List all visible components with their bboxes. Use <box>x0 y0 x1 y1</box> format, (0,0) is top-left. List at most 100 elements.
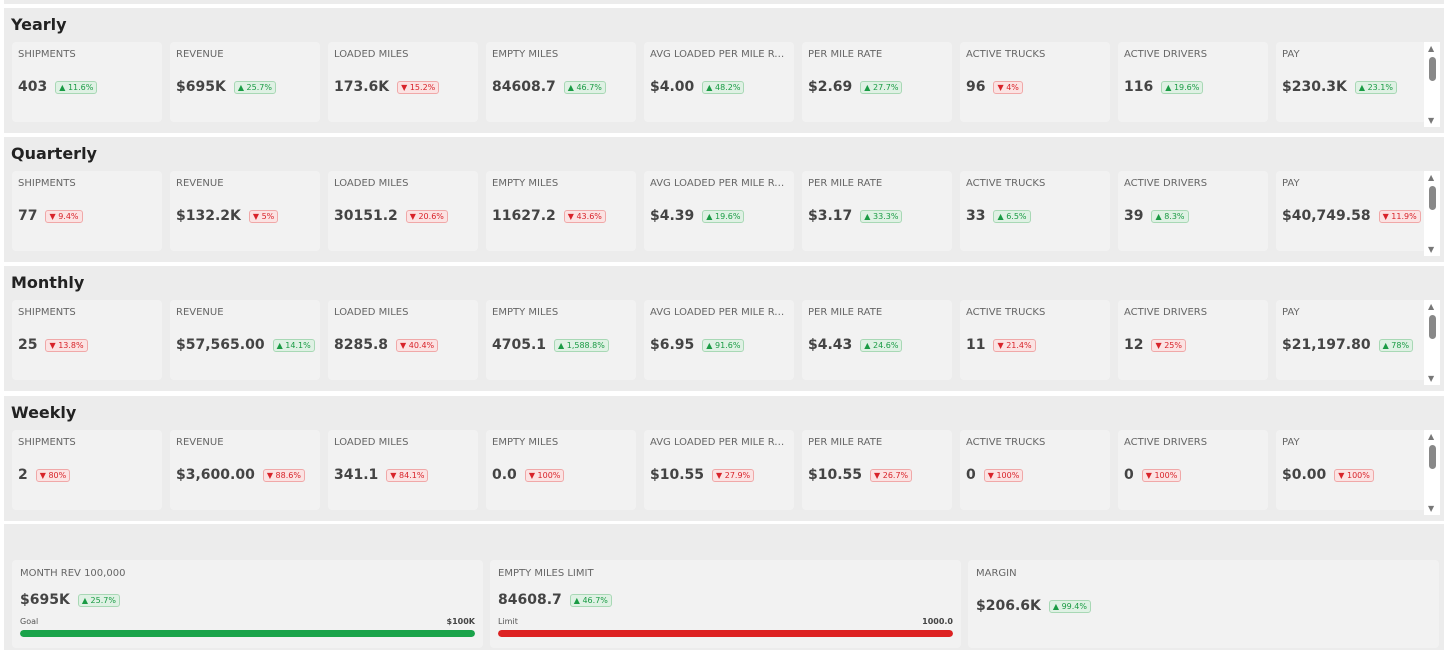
bar-target: $100K <box>446 617 475 626</box>
goal-value: 84608.7 <box>498 592 562 608</box>
metric-value: 0 <box>1124 467 1134 483</box>
change-badge: ▲ 19.6% <box>1161 80 1204 94</box>
arrow-up-icon: ▲ <box>864 340 871 350</box>
metric-label: REVENUE <box>176 307 224 318</box>
change-value: 6.5% <box>1006 211 1027 221</box>
change-value: 91.6% <box>715 340 741 350</box>
metric-card-shipments: SHIPMENTS 77 ▼ 9.4% <box>12 171 162 251</box>
change-badge: ▼ 4% <box>993 80 1023 94</box>
change-value: 84.1% <box>399 470 425 480</box>
metric-card-shipments: SHIPMENTS 25 ▼ 13.8% <box>12 300 162 380</box>
metric-value: $10.55 <box>808 467 863 483</box>
arrow-up-icon: ▲ <box>1155 211 1162 221</box>
scroll-down-icon[interactable]: ▼ <box>1428 116 1435 125</box>
arrow-up-icon: ▲ <box>706 82 713 92</box>
change-value: 14.1% <box>285 340 311 350</box>
metric-card-loaded-miles: LOADED MILES 341.1 ▼ 84.1% <box>328 430 478 510</box>
metric-value: 33 <box>966 208 986 224</box>
scroll-thumb[interactable] <box>1429 445 1436 469</box>
metric-value: $0.00 <box>1282 467 1327 483</box>
change-value: 100% <box>996 470 1020 480</box>
change-badge: ▲ 78% <box>1378 338 1414 352</box>
change-badge: ▲ 6.5% <box>993 209 1031 223</box>
change-value: 100% <box>537 470 561 480</box>
metric-card-shipments: SHIPMENTS 2 ▼ 80% <box>12 430 162 510</box>
metric-value: $4.39 <box>650 208 695 224</box>
change-badge: ▼ 100% <box>1334 468 1374 482</box>
scrollbar[interactable]: ▲ ▼ <box>1424 42 1440 127</box>
metric-label: AVG LOADED PER MILE RATE <box>650 307 790 318</box>
scroll-up-icon[interactable]: ▲ <box>1428 432 1435 441</box>
change-badge: ▼ 100% <box>983 468 1024 482</box>
arrow-down-icon: ▼ <box>997 82 1004 92</box>
scrollbar[interactable]: ▲ ▼ <box>1424 430 1440 515</box>
metric-value: 8285.8 <box>334 337 389 353</box>
scroll-thumb[interactable] <box>1429 57 1436 81</box>
goal-card-1: EMPTY MILES LIMIT 84608.7 ▲ 46.7% Limit 1… <box>490 560 961 648</box>
metric-label: EMPTY MILES <box>492 437 559 448</box>
change-value: 25.7% <box>90 595 116 605</box>
change-value: 27.9% <box>724 470 751 480</box>
metric-label: ACTIVE TRUCKS <box>966 307 1046 318</box>
bar-target: 1000.0 <box>922 617 953 626</box>
arrow-down-icon: ▼ <box>567 211 574 221</box>
change-badge: ▼ 25% <box>1151 338 1186 352</box>
section-title: Monthly <box>11 273 85 292</box>
change-badge: ▲ 11.6% <box>55 80 98 94</box>
metric-value: 39 <box>1124 208 1144 224</box>
change-value: 33.3% <box>873 211 899 221</box>
change-value: 88.6% <box>275 470 301 480</box>
arrow-up-icon: ▲ <box>59 82 66 92</box>
metric-value: 12 <box>1124 337 1144 353</box>
metric-card-pay: PAY $40,749.58 ▼ 11.9% <box>1276 171 1424 251</box>
arrow-down-icon: ▼ <box>49 211 56 221</box>
section-monthly: Monthly SHIPMENTS 25 ▼ 13.8% REVENUE $57… <box>4 266 1444 391</box>
metric-value: 2 <box>18 467 28 483</box>
metric-label: EMPTY MILES <box>492 178 559 189</box>
metric-card-avg-loaded-per-mile-rate: AVG LOADED PER MILE RATE $10.55 ▼ 27.9% <box>644 430 794 510</box>
metric-label: ACTIVE TRUCKS <box>966 437 1046 448</box>
goal-label: MONTH REV 100,000 <box>20 568 126 579</box>
scroll-up-icon[interactable]: ▲ <box>1428 44 1435 53</box>
arrow-down-icon: ▼ <box>1155 340 1162 350</box>
change-value: 5% <box>261 211 275 221</box>
metric-label: ACTIVE DRIVERS <box>1124 178 1208 189</box>
metric-value: $57,565.00 <box>176 337 265 353</box>
metric-card-avg-loaded-per-mile-rate: AVG LOADED PER MILE RATE $4.00 ▲ 48.2% <box>644 42 794 122</box>
metric-cards: SHIPMENTS 2 ▼ 80% REVENUE $3,600.00 ▼ 88… <box>12 430 1424 510</box>
metric-value: $21,197.80 <box>1282 337 1371 353</box>
change-badge: ▲ 46.7% <box>563 80 606 94</box>
metric-label: REVENUE <box>176 437 224 448</box>
metric-label: EMPTY MILES <box>492 49 559 60</box>
scrollbar[interactable]: ▲ ▼ <box>1424 300 1440 385</box>
metric-label: ACTIVE DRIVERS <box>1124 49 1208 60</box>
metric-value: $40,749.58 <box>1282 208 1371 224</box>
goals-panel: MONTH REV 100,000 $695K ▲ 25.7% Goal $100… <box>4 524 1444 650</box>
scroll-down-icon[interactable]: ▼ <box>1428 374 1435 383</box>
change-value: 11.9% <box>1391 211 1417 221</box>
change-value: 99.4% <box>1061 601 1087 611</box>
metric-card-empty-miles: EMPTY MILES 84608.7 ▲ 46.7% <box>486 42 636 122</box>
scroll-up-icon[interactable]: ▲ <box>1428 173 1435 182</box>
bar-label: Goal <box>20 617 39 626</box>
scroll-thumb[interactable] <box>1429 315 1436 339</box>
change-value: 20.6% <box>418 211 444 221</box>
arrow-down-icon: ▼ <box>716 470 723 480</box>
metric-value: 403 <box>18 79 48 95</box>
arrow-up-icon: ▲ <box>1382 340 1389 350</box>
scrollbar[interactable]: ▲ ▼ <box>1424 171 1440 256</box>
section-yearly: Yearly SHIPMENTS 403 ▲ 11.6% REVENUE $69… <box>4 8 1444 133</box>
arrow-up-icon: ▲ <box>706 211 713 221</box>
metric-value: 11627.2 <box>492 208 556 224</box>
scroll-up-icon[interactable]: ▲ <box>1428 302 1435 311</box>
change-badge: ▼ 21.4% <box>993 338 1036 352</box>
change-badge: ▲ 48.2% <box>702 80 745 94</box>
metric-label: REVENUE <box>176 178 224 189</box>
arrow-up-icon: ▲ <box>864 211 871 221</box>
progress-bar <box>20 630 475 637</box>
scroll-down-icon[interactable]: ▼ <box>1428 245 1435 254</box>
metric-label: ACTIVE TRUCKS <box>966 178 1046 189</box>
scroll-down-icon[interactable]: ▼ <box>1428 504 1435 513</box>
scroll-thumb[interactable] <box>1429 186 1436 210</box>
change-badge: ▼ 15.2% <box>397 80 440 94</box>
